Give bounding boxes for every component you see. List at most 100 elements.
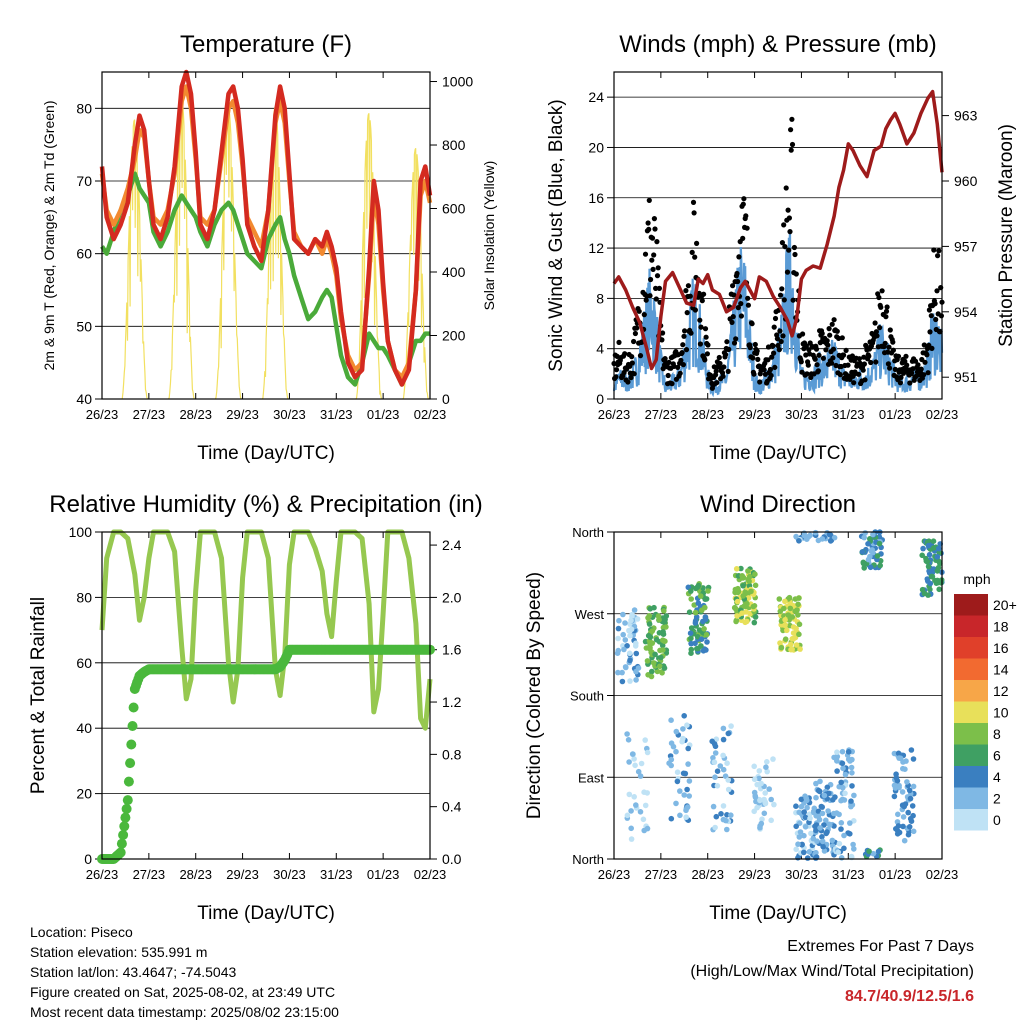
gust-point [814,362,820,368]
gust-point [771,350,777,356]
direction-point [712,824,718,831]
gust-point [755,356,761,362]
direction-point [895,811,901,818]
direction-point [827,538,834,544]
y-tick-label: 50 [76,318,92,334]
direction-point [796,595,802,601]
direction-point [710,755,716,761]
x-tick-label: 31/23 [320,867,353,882]
direction-point [763,764,769,770]
panel-title: Winds (mph) & Pressure (mb) [619,31,936,58]
direction-point [728,723,734,729]
direction-point [688,596,694,602]
direction-point [756,775,762,782]
direction-point [851,792,857,799]
direction-point [757,823,763,829]
direction-point [768,817,774,824]
direction-point [677,788,683,794]
direction-point [834,768,840,774]
direction-point [697,593,704,599]
plot-border [613,71,943,400]
direction-point [838,820,845,826]
direction-point [817,825,823,831]
gust-point [927,329,933,335]
direction-point [740,583,746,589]
direction-point [643,645,650,651]
direction-point [684,722,690,728]
colorbar-swatch [954,615,988,637]
direction-point [906,824,913,830]
gust-point [666,359,672,365]
gust-point [629,360,635,366]
x-tick-label: 01/23 [879,867,912,882]
gust-point [830,355,836,361]
direction-point [812,529,819,536]
direction-point [631,794,637,800]
gust-point [646,197,652,203]
direction-point [627,678,633,684]
direction-point [793,533,799,540]
gust-point [713,368,719,374]
gust-point [682,328,688,334]
direction-point [770,756,776,762]
direction-point [682,770,689,777]
direction-point [720,736,727,743]
gust-point [907,380,913,386]
direction-point [815,787,822,794]
x-tick-label: 29/23 [226,407,259,422]
direction-point [925,578,931,584]
gust-point [882,340,888,346]
gust-point [745,302,752,308]
direction-point [812,823,818,830]
colorbar-swatch [954,766,988,788]
direction-point [626,650,633,657]
gust-point [921,342,927,348]
gust-point [724,339,730,345]
direction-point [686,778,693,784]
direction-point [750,603,757,610]
direction-point [642,802,649,809]
y2-tick-label: 0.4 [442,799,462,815]
direction-point [673,748,679,755]
direction-point [620,611,626,618]
gust-point [879,288,885,294]
direction-point [845,830,851,836]
gust-point [897,380,904,386]
plot-border [613,531,943,860]
y-tick-label: North [572,852,604,867]
gust-point [841,352,847,358]
gust-point [770,343,776,349]
colorbar-swatch [954,744,988,766]
direction-point [778,644,785,651]
gust-point [730,314,736,320]
colorbar-label: 16 [993,640,1009,656]
direction-point [786,617,792,623]
direction-point [694,584,701,590]
direction-point [686,793,692,799]
direction-point [660,637,666,643]
rainfall-point [120,812,131,823]
direction-point [661,665,668,671]
gust-point [740,201,746,207]
direction-point [651,604,657,611]
direction-point [930,538,937,544]
direction-point [642,737,648,743]
gust-point [878,304,884,310]
direction-point [817,778,823,785]
colorbar-swatch [954,594,988,616]
gust-point [731,340,738,346]
direction-point [901,803,907,810]
gust-point [702,326,709,332]
gust-point [613,374,619,380]
direction-point [756,768,763,774]
direction-point [703,631,710,638]
x-tick-label: 30/23 [273,867,306,882]
direction-point [728,812,734,818]
solar-insolation-day [214,106,242,400]
rainfall-point [122,795,133,806]
solar-insolation-day [167,97,195,400]
direction-point [840,765,846,772]
panel-title: Temperature (F) [180,31,352,58]
direction-point [668,756,675,763]
direction-point [804,804,810,811]
